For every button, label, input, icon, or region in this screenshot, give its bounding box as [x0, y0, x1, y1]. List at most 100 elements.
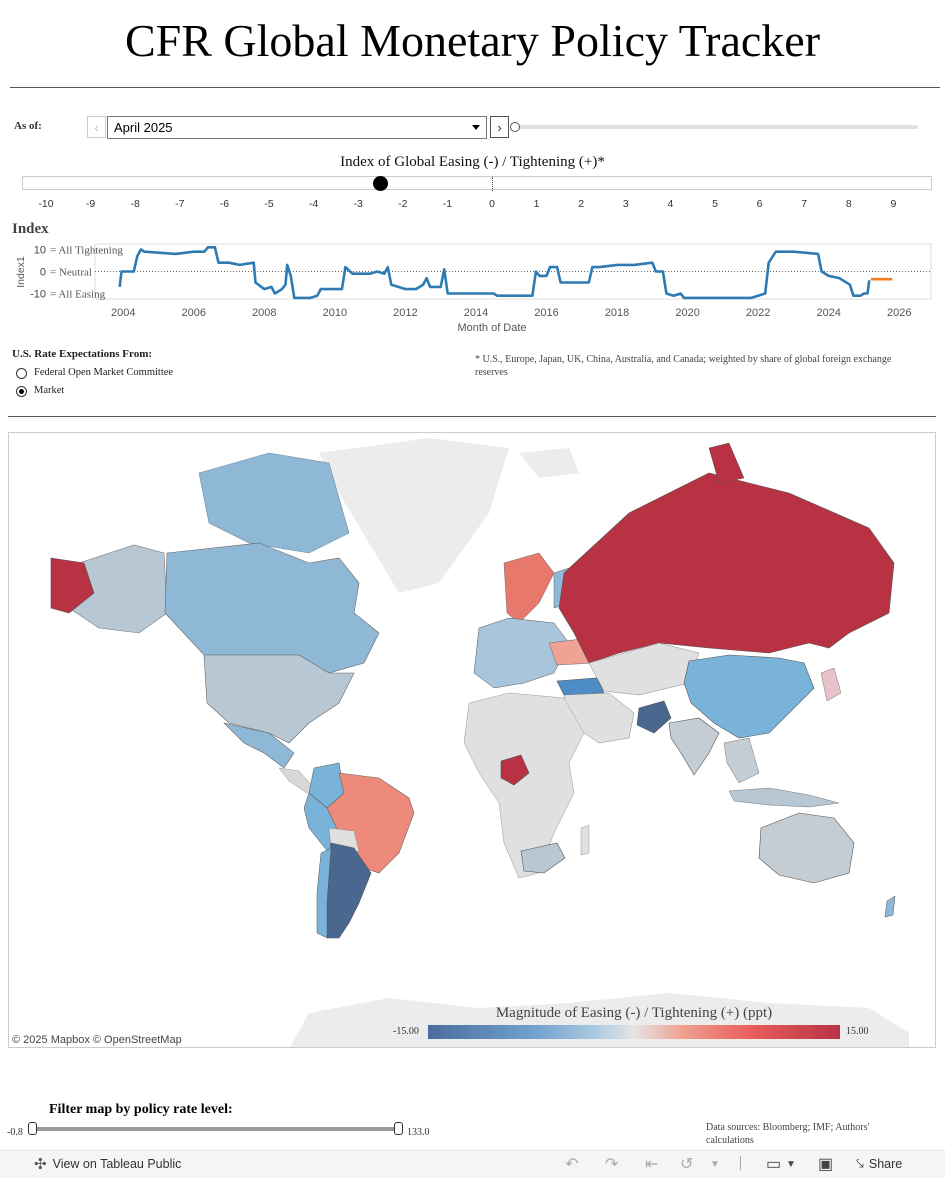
- index-tick-label: -2: [398, 198, 408, 210]
- download-dropdown-icon[interactable]: ▼: [786, 1159, 796, 1170]
- index-tick-label: 3: [622, 198, 629, 210]
- region-alaska[interactable]: [68, 544, 168, 634]
- filter-max-handle[interactable]: [394, 1122, 403, 1135]
- region-nigeria[interactable]: [500, 754, 530, 786]
- y-tick-label: 0: [40, 267, 46, 279]
- fullscreen-icon[interactable]: ▣: [818, 1156, 834, 1173]
- radio-fomc[interactable]: [16, 368, 27, 379]
- index-tick-label: -7: [175, 198, 185, 210]
- map-copyright[interactable]: © 2025 Mapbox © OpenStreetMap: [12, 1034, 182, 1046]
- y-annotation: = All Tightening: [50, 245, 123, 257]
- world-map[interactable]: [8, 432, 936, 1048]
- region-southeast-asia[interactable]: [723, 737, 760, 784]
- region-russia-north-islands[interactable]: [708, 442, 745, 484]
- filter-slider-track[interactable]: [33, 1127, 399, 1131]
- region-turkey[interactable]: [556, 677, 605, 696]
- index-zero-line: [492, 177, 493, 191]
- region-brazil[interactable]: [326, 772, 415, 874]
- download-icon[interactable]: ▭: [766, 1156, 782, 1173]
- region-chile[interactable]: [316, 847, 332, 939]
- divider: [10, 87, 940, 88]
- undo-icon[interactable]: ↶: [565, 1156, 579, 1173]
- filter-label: Filter map by policy rate level:: [49, 1102, 233, 1117]
- previous-date-button[interactable]: ‹: [87, 116, 106, 138]
- region-canada[interactable]: [164, 542, 380, 674]
- index-chart-heading: Index: [12, 221, 49, 237]
- chevron-right-icon: ›: [497, 119, 502, 135]
- region-japan[interactable]: [820, 667, 842, 702]
- revert-icon[interactable]: ⇤: [645, 1156, 659, 1173]
- index-tick-label: 8: [845, 198, 852, 210]
- radio-market-label[interactable]: Market: [34, 385, 65, 396]
- index-tick-label: -5: [264, 198, 274, 210]
- footnote: * U.S., Europe, Japan, UK, China, Austra…: [475, 354, 892, 378]
- x-tick-label: 2012: [393, 307, 417, 319]
- region-canada-islands[interactable]: [198, 452, 350, 554]
- region-india[interactable]: [668, 717, 720, 776]
- date-select[interactable]: April 2025: [107, 116, 487, 139]
- refresh-icon[interactable]: ↺: [680, 1156, 694, 1173]
- region-mexico[interactable]: [223, 722, 295, 769]
- x-tick-label: 2024: [816, 307, 840, 319]
- index-tick-label: -9: [85, 198, 96, 210]
- index-tick-label: -1: [442, 198, 453, 210]
- index-tick-label: -4: [308, 198, 319, 210]
- radio-fomc-label[interactable]: Federal Open Market Committee: [34, 367, 174, 378]
- filter-min-handle[interactable]: [28, 1122, 37, 1135]
- y-tick-label: 10: [34, 245, 46, 257]
- region-europe-west[interactable]: [473, 617, 570, 689]
- date-slider-track[interactable]: [515, 125, 918, 129]
- filter-max-value: 133.0: [407, 1127, 430, 1138]
- share-label: Share: [868, 1156, 903, 1171]
- region-new-zealand[interactable]: [884, 895, 896, 918]
- y-annotation: = All Easing: [50, 289, 106, 301]
- divider: [8, 416, 936, 417]
- legend-color-bar: [428, 1025, 840, 1039]
- caret-down-icon: [472, 125, 480, 130]
- region-indonesia[interactable]: [728, 787, 840, 808]
- region-usa[interactable]: [203, 654, 355, 744]
- data-sources: Data sources: Bloomberg; IMF; Authors' c…: [706, 1122, 870, 1146]
- region-south-africa[interactable]: [520, 842, 566, 874]
- x-tick-label: 2010: [323, 307, 347, 319]
- legend-min: -15.00: [393, 1026, 419, 1037]
- view-on-tableau-public-link[interactable]: ✣ View on Tableau Public: [34, 1155, 181, 1173]
- index-bar-title: Index of Global Easing (-) / Tightening …: [340, 154, 605, 170]
- region-russia[interactable]: [558, 472, 895, 664]
- x-tick-label: 2018: [605, 307, 629, 319]
- index-current-marker[interactable]: [373, 176, 388, 191]
- tableau-icon: ✣: [34, 1156, 47, 1173]
- as-of-label: As of:: [14, 120, 42, 132]
- x-tick-label: 2014: [464, 307, 488, 319]
- share-button[interactable]: ⤥ Share: [856, 1155, 902, 1172]
- index-tick-label: 5: [712, 198, 718, 210]
- region-greenland[interactable]: [319, 438, 509, 593]
- region-madagascar[interactable]: [580, 824, 590, 856]
- x-tick-label: 2020: [675, 307, 699, 319]
- date-select-value: April 2025: [114, 120, 173, 135]
- region-russia-west-edge[interactable]: [50, 557, 95, 614]
- index-tick-label: 9: [890, 198, 897, 210]
- region-china[interactable]: [683, 654, 815, 739]
- view-on-tableau-public-label: View on Tableau Public: [52, 1157, 182, 1171]
- region-norway-sweden[interactable]: [503, 552, 555, 624]
- index-tick-label: 7: [801, 198, 808, 210]
- region-pakistan[interactable]: [636, 700, 672, 734]
- x-tick-label: 2008: [252, 307, 276, 319]
- refresh-dropdown-icon[interactable]: ▼: [710, 1159, 720, 1170]
- chevron-left-icon: ‹: [94, 119, 99, 135]
- index-history-line[interactable]: [118, 246, 871, 300]
- date-slider-handle[interactable]: [510, 122, 520, 132]
- legend-title: Magnitude of Easing (-) / Tightening (+)…: [495, 1005, 773, 1021]
- rate-expectations-label: U.S. Rate Expectations From:: [12, 348, 153, 360]
- region-central-america[interactable]: [278, 767, 315, 794]
- tableau-toolbar: [0, 1150, 945, 1178]
- redo-icon[interactable]: ↷: [605, 1156, 619, 1173]
- region-svalbard[interactable]: [519, 448, 579, 478]
- radio-market[interactable]: [16, 386, 27, 397]
- page-title: CFR Global Monetary Policy Tracker: [124, 15, 821, 66]
- index-tick-label: 4: [667, 198, 674, 210]
- next-date-button[interactable]: ›: [490, 116, 509, 138]
- index-tick-label: -8: [130, 198, 140, 210]
- region-australia[interactable]: [758, 812, 855, 884]
